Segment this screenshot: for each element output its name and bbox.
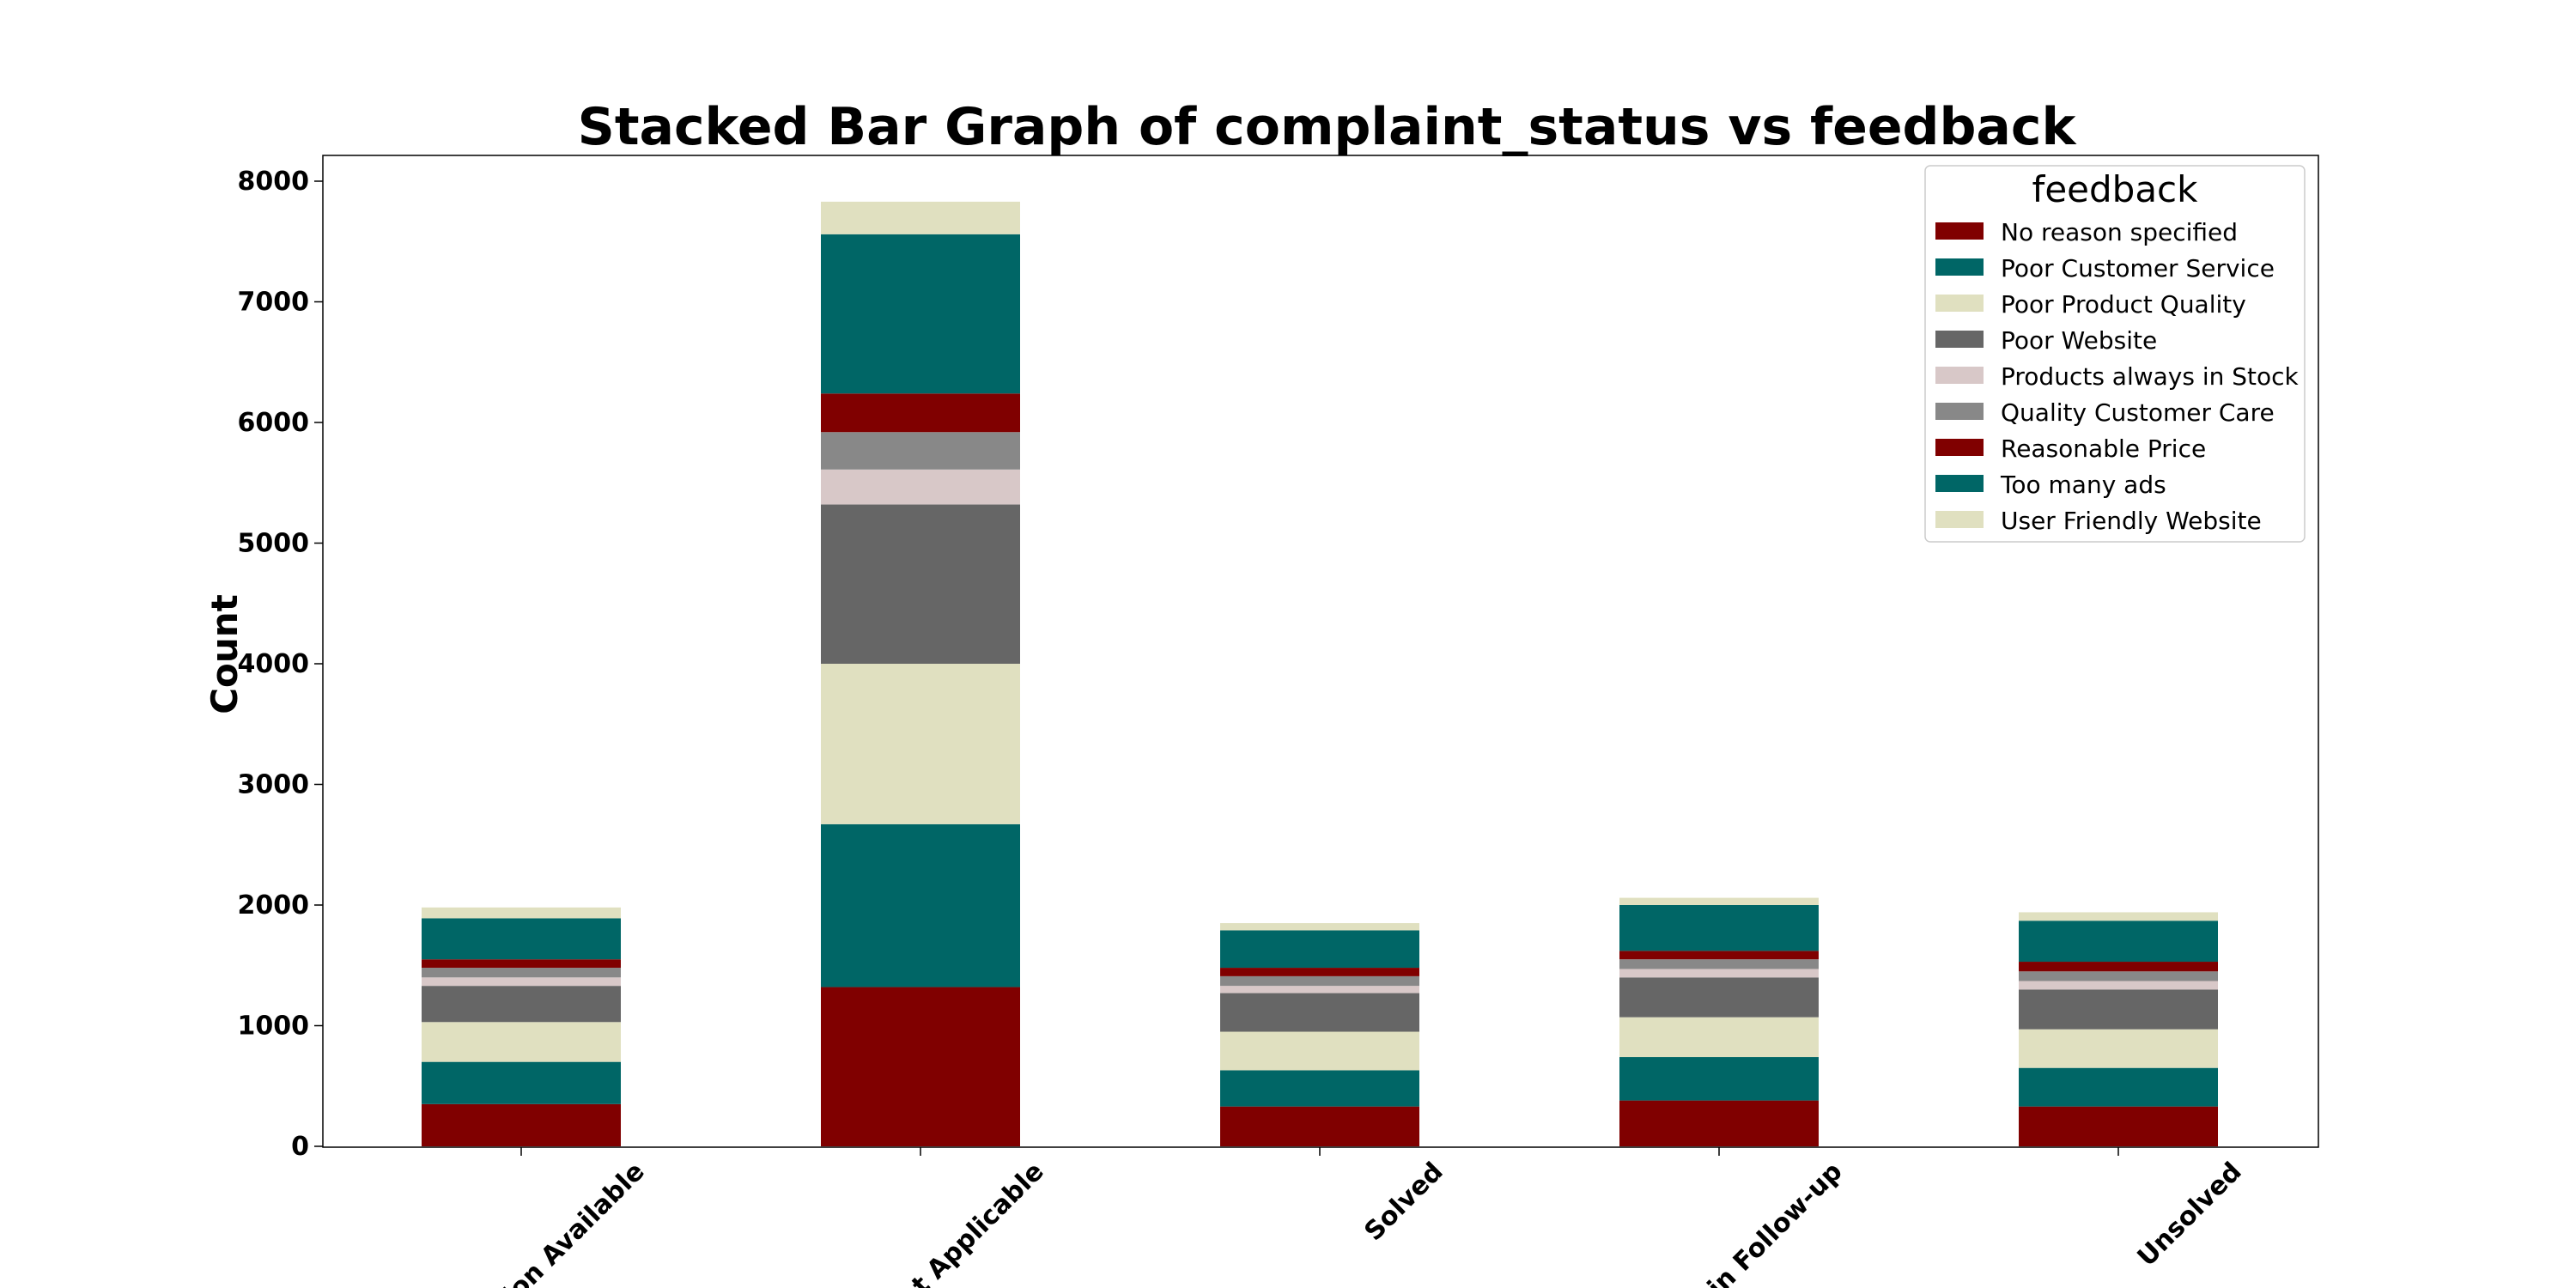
bars-group xyxy=(422,201,2218,1146)
bar-segment-0-6 xyxy=(422,959,621,969)
y-tick-label-2: 2000 xyxy=(238,890,310,920)
legend-label-8: User Friendly Website xyxy=(2001,507,2262,535)
bar-segment-0-8 xyxy=(422,907,621,919)
bar-segment-4-3 xyxy=(2019,989,2218,1030)
bar-segment-3-8 xyxy=(1619,897,1819,905)
bar-segment-2-8 xyxy=(1220,923,1419,931)
bar-segment-2-3 xyxy=(1220,993,1419,1032)
bar-segment-1-5 xyxy=(821,432,1020,470)
y-tick-label-1: 1000 xyxy=(238,1012,310,1042)
bar-segment-2-6 xyxy=(1220,968,1419,976)
legend-swatch-2 xyxy=(1935,295,1984,312)
y-axis: 0 1000 2000 3000 4000 5000 6000 7000 8000 xyxy=(238,167,323,1162)
legend-title: feedback xyxy=(2032,168,2199,210)
bar-segment-0-5 xyxy=(422,968,621,978)
bar-segment-3-7 xyxy=(1619,905,1819,951)
y-tick-label-3: 3000 xyxy=(238,770,310,800)
bar-segment-4-6 xyxy=(2019,962,2218,972)
bar-segment-0-4 xyxy=(422,977,621,987)
bar-segment-1-2 xyxy=(821,664,1020,824)
bar-segment-4-7 xyxy=(2019,920,2218,963)
legend-swatch-6 xyxy=(1935,439,1984,456)
legend-swatch-1 xyxy=(1935,258,1984,276)
y-tick-label-6: 6000 xyxy=(238,408,310,438)
bar-segment-1-6 xyxy=(821,393,1020,433)
legend-label-1: Poor Customer Service xyxy=(2001,254,2275,283)
legend-label-4: Products always in Stock xyxy=(2001,362,2300,391)
bar-segment-4-1 xyxy=(2019,1067,2218,1107)
bar-segment-3-3 xyxy=(1619,977,1819,1018)
bar-segment-2-0 xyxy=(1220,1106,1419,1146)
bar-segment-2-5 xyxy=(1220,975,1419,987)
bar-segment-0-2 xyxy=(422,1022,621,1062)
bar-segment-1-3 xyxy=(821,504,1020,664)
x-tick-label-2: Solved xyxy=(1358,1157,1449,1247)
legend-label-5: Quality Customer Care xyxy=(2001,398,2275,427)
plot-area-frame xyxy=(322,155,2319,1148)
legend-swatch-4 xyxy=(1935,367,1984,384)
bar-segment-4-4 xyxy=(2019,981,2218,990)
legend-swatch-8 xyxy=(1935,511,1984,528)
bar-segment-4-5 xyxy=(2019,971,2218,981)
bar-segment-2-7 xyxy=(1220,930,1419,969)
legend-swatch-0 xyxy=(1935,222,1984,240)
x-tick-label-0: tion Available xyxy=(489,1157,651,1288)
bar-segment-3-0 xyxy=(1619,1100,1819,1146)
bar-segment-3-5 xyxy=(1619,959,1819,969)
bar-segment-2-4 xyxy=(1220,986,1419,993)
legend-label-3: Poor Website xyxy=(2001,326,2157,355)
bar-segment-3-1 xyxy=(1619,1057,1819,1101)
bar-segment-1-0 xyxy=(821,987,1020,1146)
bar-segment-1-8 xyxy=(821,201,1020,234)
legend-swatch-3 xyxy=(1935,331,1984,348)
bar-segment-1-1 xyxy=(821,823,1020,987)
legend-label-6: Reasonable Price xyxy=(2001,434,2206,463)
x-tick-label-4: Unsolved xyxy=(2132,1157,2248,1273)
y-tick-label-5: 5000 xyxy=(238,529,310,559)
bar-segment-2-2 xyxy=(1220,1031,1419,1071)
bar-segment-0-7 xyxy=(422,918,621,960)
legend-swatch-5 xyxy=(1935,403,1984,420)
chart-title: Stacked Bar Graph of complaint_status vs… xyxy=(578,97,2078,157)
y-tick-label-4: 4000 xyxy=(238,649,310,679)
legend-swatch-7 xyxy=(1935,475,1984,492)
y-axis-label: Count xyxy=(204,594,246,714)
bar-segment-0-3 xyxy=(422,986,621,1023)
bar-segment-4-8 xyxy=(2019,912,2218,921)
legend: feedback No reason specified Poor Customer… xyxy=(1924,165,2306,543)
bar-segment-0-1 xyxy=(422,1061,621,1104)
bar-segment-4-2 xyxy=(2019,1029,2218,1068)
x-axis: tion Available ot Applicable Solved d in Fo… xyxy=(489,1147,2248,1288)
y-tick-label-8: 8000 xyxy=(238,167,310,197)
bar-segment-3-6 xyxy=(1619,951,1819,960)
bar-segment-3-4 xyxy=(1619,969,1819,978)
y-tick-label-0: 0 xyxy=(291,1132,309,1162)
bar-segment-3-2 xyxy=(1619,1017,1819,1058)
x-tick-label-1: ot Applicable xyxy=(894,1157,1050,1288)
bar-segment-4-0 xyxy=(2019,1106,2218,1146)
x-tick-label-3: d in Follow-up xyxy=(1683,1157,1849,1288)
legend-label-7: Too many ads xyxy=(2000,471,2166,499)
y-tick-label-7: 7000 xyxy=(238,288,310,318)
bar-segment-0-0 xyxy=(422,1103,621,1146)
bar-segment-2-1 xyxy=(1220,1070,1419,1107)
legend-label-0: No reason specified xyxy=(2001,218,2238,246)
bar-segment-1-7 xyxy=(821,234,1020,394)
legend-frame xyxy=(1924,165,2306,543)
bar-segment-1-4 xyxy=(821,469,1020,505)
legend-label-2: Poor Product Quality xyxy=(2001,290,2246,319)
